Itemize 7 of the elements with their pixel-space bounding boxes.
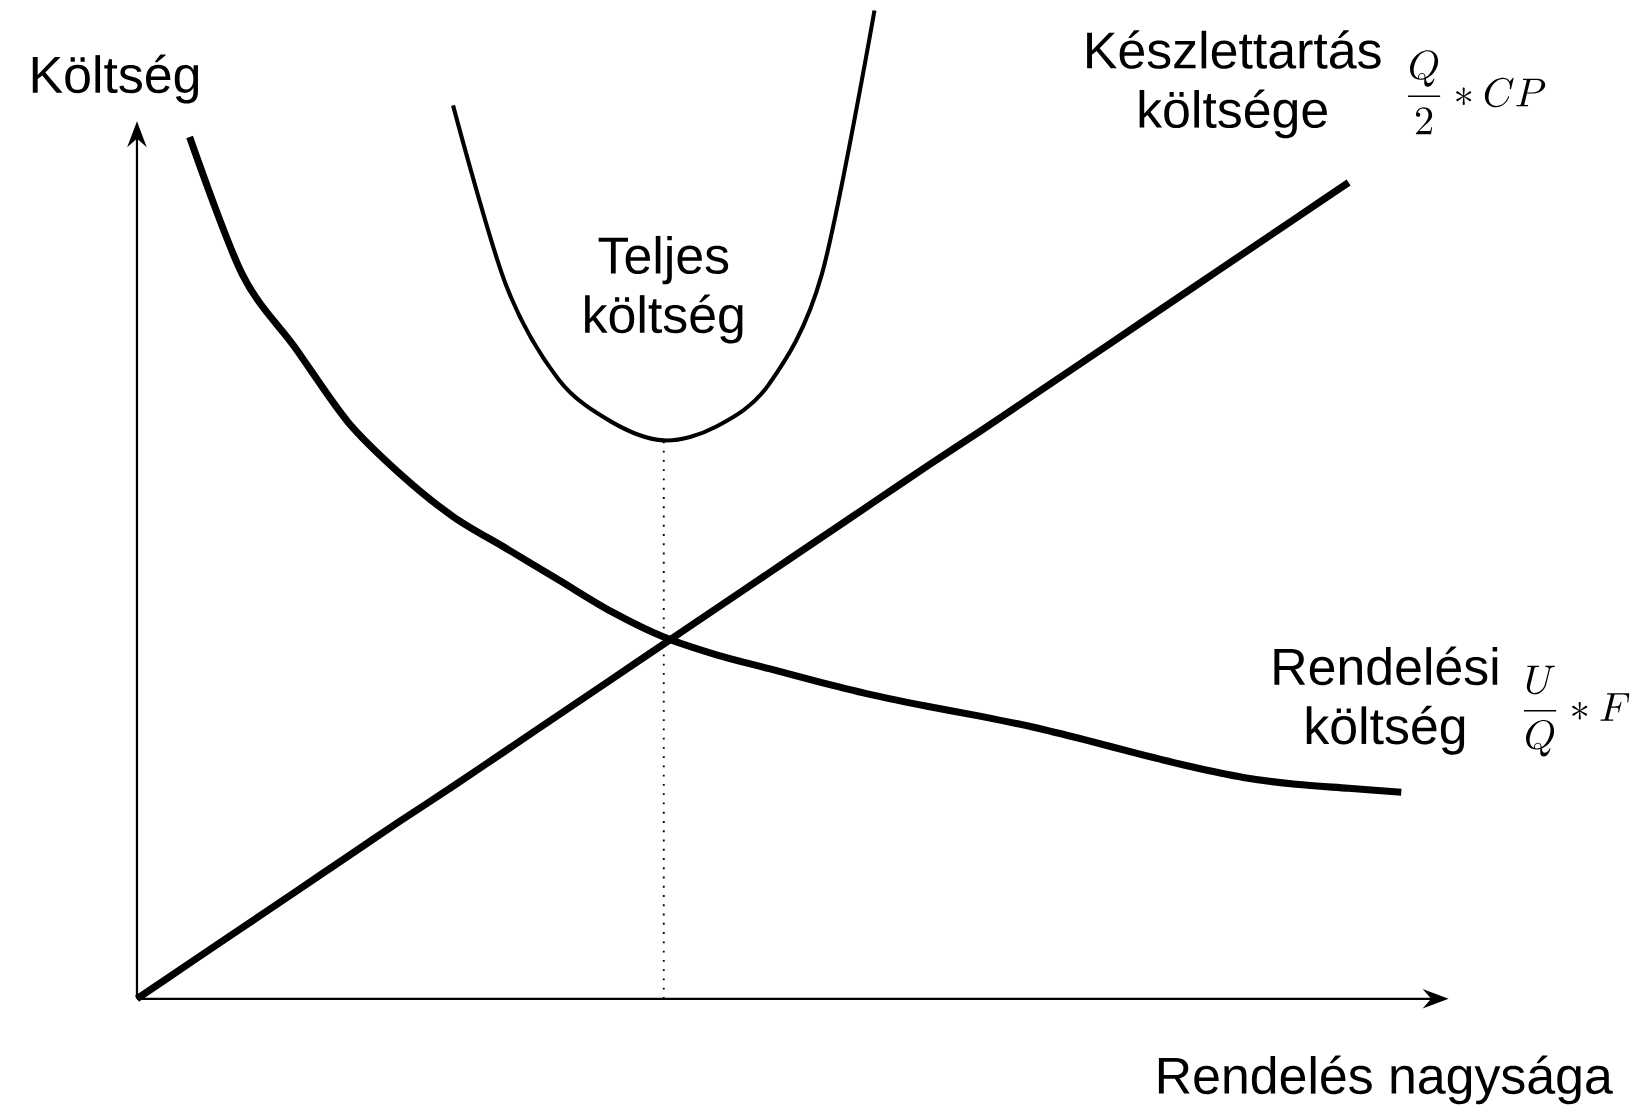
series-label: Készlettartás költsége <box>1087 30 1381 139</box>
x-axis-title: Rendelés nagysága <box>1158 1055 1613 1105</box>
annotation: $\frac{Q}{2}*CP$ <box>1408 50 1546 135</box>
text: $\frac{U}{Q}*F$ <box>1524 665 1630 757</box>
series-label: Rendelési költség <box>1274 646 1498 755</box>
y-axis-title: Költség <box>32 54 199 104</box>
series-label: Teljes költség <box>585 235 743 344</box>
